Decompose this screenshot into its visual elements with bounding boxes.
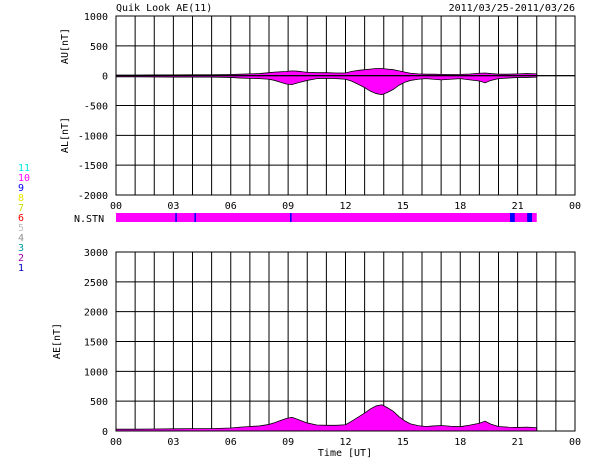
x-axis-title: Time [UT]: [318, 448, 372, 459]
x-tick-label: 03: [167, 201, 179, 212]
x-tick-label: 00: [110, 201, 122, 212]
nstn-marker: [290, 213, 292, 222]
x-tick-label: 00: [569, 201, 581, 212]
y-tick-label: 1000: [84, 367, 108, 378]
y-tick-label: 0: [102, 72, 108, 83]
x-tick-label: 00: [110, 437, 122, 448]
y-tick-label: 1000: [84, 12, 108, 23]
x-tick-label: 21: [512, 201, 524, 212]
x-tick-label: 06: [225, 437, 237, 448]
x-tick-label: 12: [339, 201, 351, 212]
date-range: 2011/03/25-2011/03/26: [449, 3, 575, 14]
station-legend-item: 5: [18, 223, 25, 234]
station-legend-item: 1: [18, 263, 25, 274]
x-tick-label: 03: [167, 437, 179, 448]
y-tick-label: 3000: [84, 248, 108, 259]
y-tick-label: -1000: [78, 131, 108, 142]
x-tick-label: 09: [282, 201, 294, 212]
y-tick-label: 0: [102, 427, 108, 438]
nstn-marker: [527, 213, 532, 222]
x-tick-label: 18: [454, 201, 466, 212]
x-tick-label: 21: [512, 437, 524, 448]
station-legend-item: 4: [18, 233, 25, 244]
x-tick-label: 09: [282, 437, 294, 448]
y-tick-label: -500: [84, 102, 108, 113]
y-tick-label: -1500: [78, 161, 108, 172]
y-tick-label: 500: [90, 42, 108, 53]
station-legend-item: 8: [18, 193, 25, 204]
ae-axis-label: AE[nT]: [52, 323, 63, 359]
nstn-marker: [194, 213, 196, 222]
plot-frame: [115, 15, 576, 196]
x-tick-label: 12: [339, 437, 351, 448]
nstn-marker: [175, 213, 177, 222]
y-tick-label: 2000: [84, 308, 108, 319]
y-tick-label: 500: [90, 397, 108, 408]
x-tick-label: 15: [397, 201, 409, 212]
plot-frame: [115, 251, 576, 432]
x-tick-label: 06: [225, 201, 237, 212]
y-tick-label: -2000: [78, 191, 108, 202]
x-tick-label: 15: [397, 437, 409, 448]
al-series-area: [115, 75, 538, 96]
station-legend-item: 11: [18, 163, 31, 174]
x-tick-label: 00: [569, 437, 581, 448]
nstn-marker: [509, 213, 515, 222]
au-series-area: [115, 68, 538, 77]
x-tick-label: 18: [454, 437, 466, 448]
nstn-label: N.STN: [74, 214, 104, 225]
station-count-legend: 11 10 9 8 7 6 5 4 3 2 1: [18, 164, 40, 274]
station-legend-item: 3: [18, 243, 25, 254]
station-legend-item: 2: [18, 253, 25, 264]
au-axis-label: AU[nT]: [60, 28, 71, 64]
al-axis-label: AL[nT]: [60, 117, 71, 153]
station-legend-item: 9: [18, 183, 25, 194]
station-legend-item: 10: [18, 173, 31, 184]
ae-series-area: [115, 404, 538, 432]
y-tick-label: 2500: [84, 278, 108, 289]
station-legend-item: 7: [18, 203, 25, 214]
nstn-bar-fill: [116, 213, 537, 222]
y-tick-label: 1500: [84, 338, 108, 349]
station-legend-item: 6: [18, 213, 25, 224]
nstn-bar: [116, 213, 537, 222]
chart-title: Quik Look AE(11): [116, 3, 212, 14]
